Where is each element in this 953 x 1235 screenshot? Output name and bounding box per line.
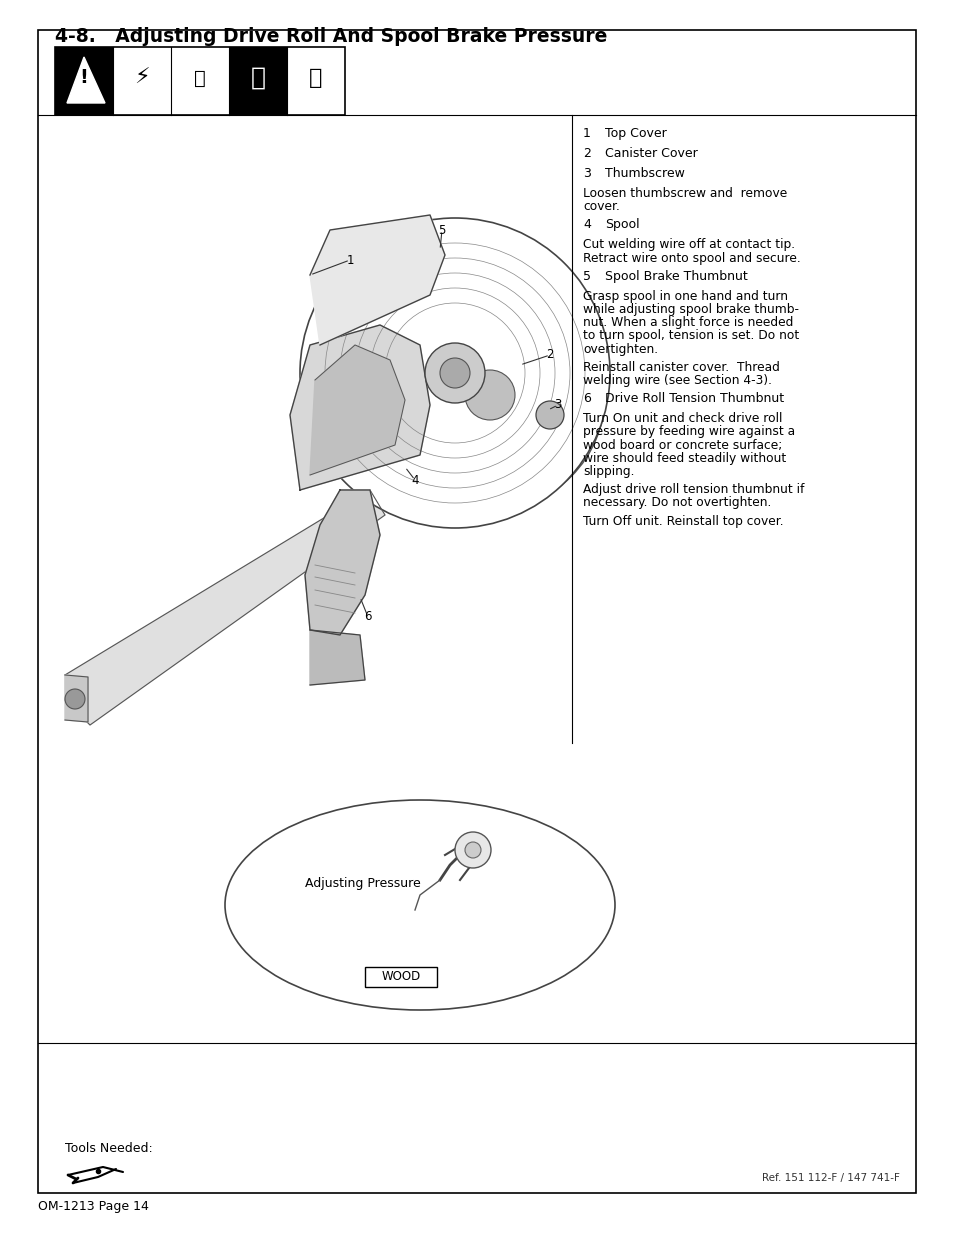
Text: nut. When a slight force is needed: nut. When a slight force is needed: [582, 316, 793, 330]
Text: OM-1213 Page 14: OM-1213 Page 14: [38, 1200, 149, 1213]
Text: 🔧: 🔧: [193, 68, 206, 88]
Circle shape: [464, 842, 480, 858]
Polygon shape: [67, 57, 105, 103]
Text: Turn Off unit. Reinstall top cover.: Turn Off unit. Reinstall top cover.: [582, 515, 782, 527]
Text: pressure by feeding wire against a: pressure by feeding wire against a: [582, 425, 794, 438]
Text: cover.: cover.: [582, 200, 619, 214]
Polygon shape: [290, 325, 430, 490]
Text: Canister Cover: Canister Cover: [604, 147, 697, 161]
Circle shape: [65, 689, 85, 709]
Text: wire should feed steadily without: wire should feed steadily without: [582, 452, 785, 464]
Circle shape: [439, 358, 470, 388]
Text: Grasp spool in one hand and turn: Grasp spool in one hand and turn: [582, 290, 787, 303]
Polygon shape: [310, 345, 405, 475]
Text: welding wire (see Section 4-3).: welding wire (see Section 4-3).: [582, 374, 771, 387]
Text: Cut welding wire off at contact tip.: Cut welding wire off at contact tip.: [582, 238, 794, 252]
Text: Adjust drive roll tension thumbnut if: Adjust drive roll tension thumbnut if: [582, 483, 803, 496]
Text: 4-8.   Adjusting Drive Roll And Spool Brake Pressure: 4-8. Adjusting Drive Roll And Spool Brak…: [55, 27, 607, 46]
Text: 6: 6: [582, 393, 590, 405]
Text: 6: 6: [364, 610, 372, 624]
Text: Ref. 151 112-F / 147 741-F: Ref. 151 112-F / 147 741-F: [761, 1173, 899, 1183]
Polygon shape: [310, 215, 444, 345]
Polygon shape: [305, 490, 379, 635]
Circle shape: [464, 370, 515, 420]
Text: 2: 2: [582, 147, 590, 161]
Text: Turn On unit and check drive roll: Turn On unit and check drive roll: [582, 412, 781, 425]
Text: 5: 5: [437, 224, 445, 236]
Polygon shape: [65, 490, 385, 725]
Bar: [55, 47, 112, 115]
Text: Drive Roll Tension Thumbnut: Drive Roll Tension Thumbnut: [604, 393, 783, 405]
Text: wood board or concrete surface;: wood board or concrete surface;: [582, 438, 781, 452]
Text: 1: 1: [346, 253, 354, 267]
Text: slipping.: slipping.: [582, 466, 634, 478]
Text: 3: 3: [554, 399, 561, 411]
Text: 3: 3: [582, 167, 590, 180]
Text: Reinstall canister cover.  Thread: Reinstall canister cover. Thread: [582, 361, 779, 374]
Text: 4: 4: [411, 473, 418, 487]
Text: necessary. Do not overtighten.: necessary. Do not overtighten.: [582, 496, 771, 509]
Bar: [229, 47, 287, 115]
Polygon shape: [65, 676, 88, 722]
Text: 1: 1: [582, 127, 590, 140]
Text: 〰: 〰: [309, 68, 322, 88]
Text: Spool: Spool: [604, 219, 639, 231]
Circle shape: [299, 219, 609, 529]
Circle shape: [455, 832, 491, 868]
Ellipse shape: [225, 800, 615, 1010]
Text: 🚶: 🚶: [251, 65, 265, 90]
Text: Top Cover: Top Cover: [604, 127, 666, 140]
Circle shape: [375, 280, 604, 510]
Text: WOOD: WOOD: [381, 971, 420, 983]
Circle shape: [536, 401, 563, 429]
Text: Retract wire onto spool and secure.: Retract wire onto spool and secure.: [582, 252, 800, 264]
Circle shape: [424, 343, 484, 403]
Text: ⚡: ⚡: [134, 68, 150, 88]
Polygon shape: [310, 630, 365, 685]
Bar: [55, 47, 345, 115]
Text: Spool Brake Thumbnut: Spool Brake Thumbnut: [604, 269, 747, 283]
Text: !: !: [79, 68, 89, 86]
Text: Thumbscrew: Thumbscrew: [604, 167, 684, 180]
Text: 2: 2: [546, 348, 553, 362]
Text: Tools Needed:: Tools Needed:: [65, 1142, 152, 1155]
Text: overtighten.: overtighten.: [582, 342, 658, 356]
Text: to turn spool, tension is set. Do not: to turn spool, tension is set. Do not: [582, 330, 799, 342]
Text: while adjusting spool brake thumb-: while adjusting spool brake thumb-: [582, 303, 799, 316]
Text: 4: 4: [582, 219, 590, 231]
Text: Adjusting Pressure: Adjusting Pressure: [305, 877, 420, 890]
Text: 5: 5: [582, 269, 590, 283]
Bar: [365, 967, 436, 987]
Text: Loosen thumbscrew and  remove: Loosen thumbscrew and remove: [582, 186, 786, 200]
